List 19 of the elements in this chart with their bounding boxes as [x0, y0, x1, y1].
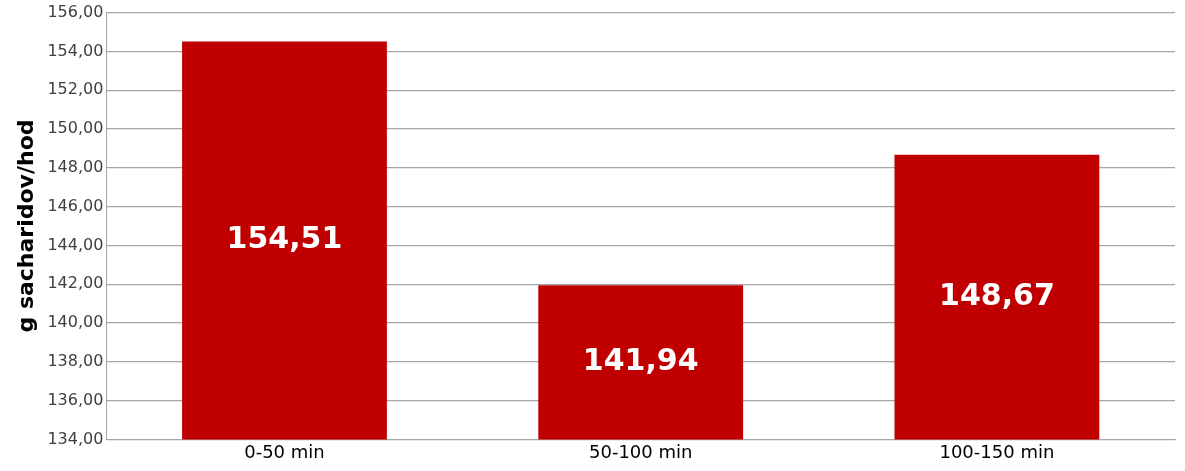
y-tick-label: 152,00: [47, 79, 104, 99]
y-tick-label: 156,00: [47, 1, 104, 21]
y-tick-label: 144,00: [47, 234, 104, 254]
y-tick-label: 134,00: [47, 428, 104, 448]
y-axis-title: g sacharidov/hod: [12, 119, 38, 333]
y-tick-label: 146,00: [47, 195, 104, 215]
y-tick-label: 154,00: [47, 40, 104, 60]
x-tick-label: 50-100 min: [588, 440, 693, 462]
y-tick-label: 140,00: [47, 312, 104, 332]
y-tick-label: 150,00: [47, 118, 104, 138]
x-tick-label: 100-150 min: [939, 440, 1055, 462]
y-tick-label: 142,00: [47, 273, 104, 293]
x-tick-label: 0-50 min: [244, 440, 325, 462]
data-label: 154,51: [226, 220, 343, 256]
y-tick-label: 136,00: [47, 389, 104, 409]
y-tick-label: 148,00: [47, 156, 104, 176]
data-label: 141,94: [582, 342, 699, 378]
data-label: 148,67: [939, 276, 1055, 312]
y-tick-label: 138,00: [47, 350, 104, 370]
